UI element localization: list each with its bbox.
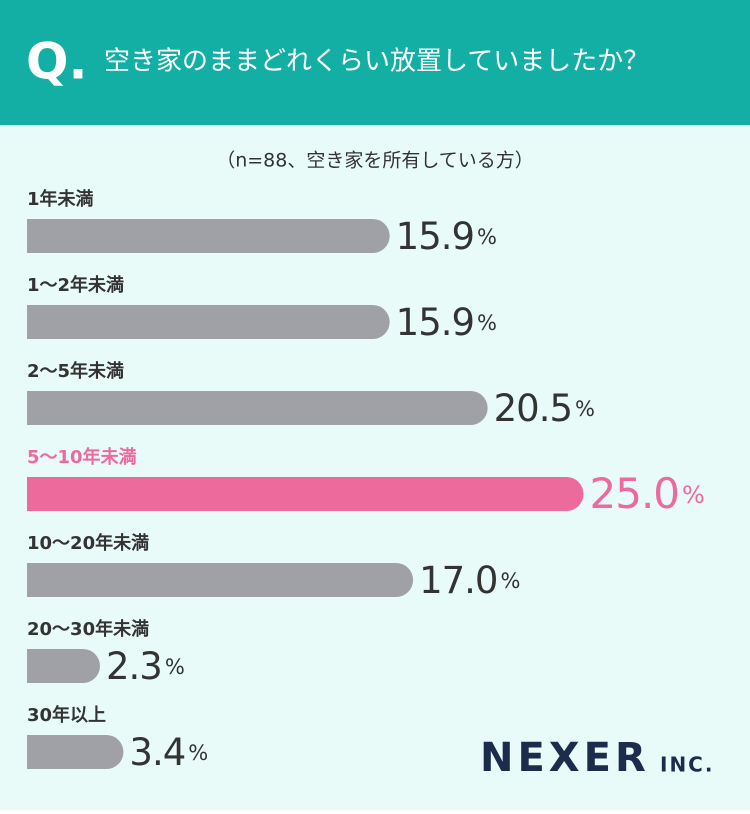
value-unit: % — [500, 569, 519, 593]
category-label: 1年未満 — [27, 188, 94, 210]
bar — [27, 563, 414, 597]
category-label: 5〜10年未満 — [27, 446, 137, 468]
value-number: 20.5 — [494, 387, 572, 430]
value-label: 15.9% — [396, 215, 496, 258]
value-unit: % — [575, 397, 594, 421]
value-unit: % — [682, 481, 704, 509]
bar — [27, 477, 584, 511]
value-number: 15.9 — [396, 301, 474, 344]
bar — [27, 219, 390, 253]
value-unit: % — [477, 225, 496, 249]
value-label: 17.0% — [419, 559, 519, 602]
value-unit: % — [477, 311, 496, 335]
logo-suffix: INC. — [660, 753, 714, 777]
bar — [27, 391, 488, 425]
bar — [27, 735, 124, 769]
category-label: 2〜5年未満 — [27, 360, 124, 382]
value-label: 20.5% — [494, 387, 594, 430]
category-label: 30年以上 — [27, 704, 106, 726]
value-number: 17.0 — [419, 559, 497, 602]
bar — [27, 649, 100, 683]
category-label: 10〜20年未満 — [27, 532, 149, 554]
header-band — [0, 0, 750, 125]
value-unit: % — [165, 655, 184, 679]
value-number: 25.0 — [590, 469, 680, 518]
bar — [27, 305, 390, 339]
question-mark: Q. — [26, 33, 88, 91]
value-label: 2.3% — [106, 645, 184, 688]
value-label: 15.9% — [396, 301, 496, 344]
value-number: 15.9 — [396, 215, 474, 258]
value-unit: % — [188, 741, 207, 765]
value-label: 25.0% — [590, 469, 705, 518]
category-label: 1〜2年未満 — [27, 274, 124, 296]
logo: NEXER — [480, 735, 650, 781]
subtitle: （n=88、空き家を所有している方） — [216, 150, 534, 172]
value-label: 3.4% — [129, 731, 207, 774]
category-label: 20〜30年未満 — [27, 618, 149, 640]
value-number: 2.3 — [106, 645, 162, 688]
question-title: 空き家のままどれくらい放置していましたか？ — [104, 47, 649, 77]
value-number: 3.4 — [129, 731, 185, 774]
